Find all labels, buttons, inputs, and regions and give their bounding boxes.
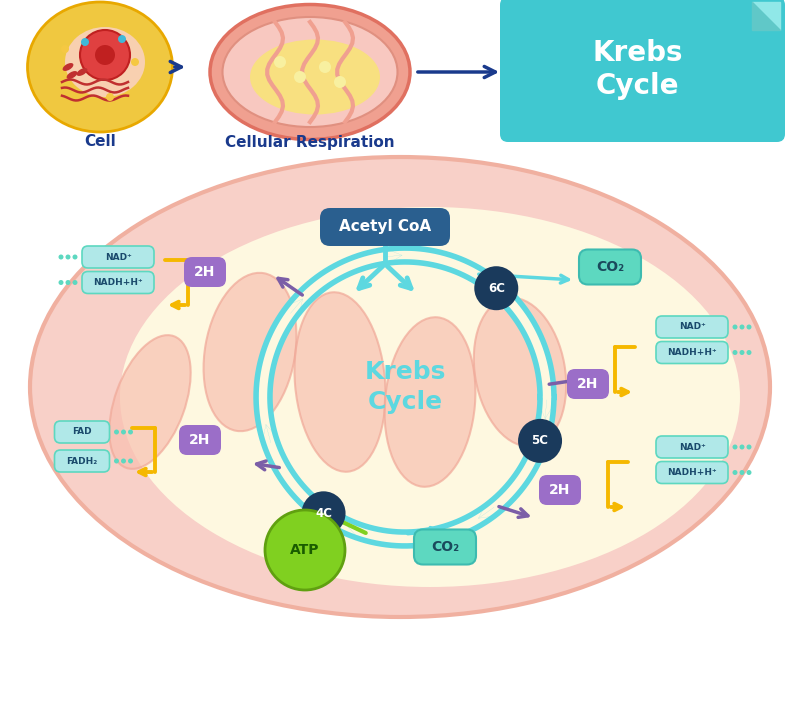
FancyBboxPatch shape [414,529,476,564]
FancyBboxPatch shape [54,421,110,443]
Circle shape [746,444,751,449]
Ellipse shape [120,207,740,587]
FancyBboxPatch shape [567,369,609,399]
Circle shape [106,93,114,101]
FancyBboxPatch shape [82,246,154,268]
Ellipse shape [203,273,297,431]
Text: Cell: Cell [84,135,116,150]
Circle shape [66,280,70,285]
Text: 2H: 2H [190,433,210,447]
FancyBboxPatch shape [539,475,581,505]
Circle shape [66,255,70,260]
Text: Krebs
Cycle: Krebs Cycle [364,360,446,414]
Circle shape [58,255,63,260]
Text: NAD⁺: NAD⁺ [678,442,706,451]
Ellipse shape [210,4,410,140]
Text: 6C: 6C [488,282,505,295]
Circle shape [319,61,331,73]
Text: NADH+H⁺: NADH+H⁺ [667,468,717,477]
FancyBboxPatch shape [54,450,110,472]
Ellipse shape [474,298,566,446]
Ellipse shape [27,2,173,132]
Circle shape [265,510,345,590]
FancyBboxPatch shape [656,341,728,364]
Circle shape [274,56,286,68]
Circle shape [121,458,126,463]
Text: NADH+H⁺: NADH+H⁺ [93,278,143,287]
Circle shape [81,38,89,46]
Ellipse shape [77,68,87,76]
Circle shape [733,444,738,449]
Circle shape [302,491,346,536]
Text: Acetyl CoA: Acetyl CoA [339,220,431,234]
Circle shape [121,430,126,435]
Text: NAD⁺: NAD⁺ [105,253,131,262]
FancyBboxPatch shape [179,425,221,455]
Circle shape [739,324,745,329]
FancyBboxPatch shape [656,461,728,484]
Circle shape [131,58,139,66]
Ellipse shape [250,39,380,114]
Text: CO₂: CO₂ [596,260,624,274]
Ellipse shape [62,63,74,71]
Ellipse shape [30,157,770,617]
Circle shape [73,280,78,285]
Text: ATP: ATP [290,543,320,557]
Circle shape [518,419,562,463]
Text: 2H: 2H [194,265,216,279]
Text: FAD: FAD [72,428,92,437]
Circle shape [114,430,119,435]
Circle shape [733,324,738,329]
Ellipse shape [385,317,475,486]
Text: NADH+H⁺: NADH+H⁺ [667,348,717,357]
Circle shape [733,470,738,475]
Polygon shape [752,2,780,30]
Polygon shape [752,2,780,30]
FancyBboxPatch shape [656,436,728,458]
FancyBboxPatch shape [579,249,641,284]
Circle shape [739,350,745,355]
Ellipse shape [66,71,78,79]
Ellipse shape [65,27,145,97]
Circle shape [61,45,69,53]
Circle shape [474,266,518,310]
FancyBboxPatch shape [500,0,785,142]
FancyBboxPatch shape [656,316,728,338]
Circle shape [334,76,346,88]
Circle shape [746,470,751,475]
Text: 2H: 2H [578,377,598,391]
Circle shape [733,350,738,355]
Circle shape [80,30,130,80]
Circle shape [746,350,751,355]
Circle shape [294,71,306,83]
Text: NAD⁺: NAD⁺ [678,322,706,331]
Circle shape [128,458,133,463]
Circle shape [73,255,78,260]
Ellipse shape [294,292,386,472]
Ellipse shape [110,335,190,469]
Circle shape [739,444,745,449]
Text: CO₂: CO₂ [431,540,459,554]
Circle shape [58,280,63,285]
Circle shape [95,45,115,65]
Circle shape [128,430,133,435]
Text: 5C: 5C [531,435,549,447]
Circle shape [118,35,126,43]
FancyBboxPatch shape [184,257,226,287]
FancyBboxPatch shape [82,272,154,293]
Circle shape [114,458,119,463]
FancyBboxPatch shape [320,208,450,246]
Text: 4C: 4C [315,507,332,519]
Text: Krebs
Cycle: Krebs Cycle [592,39,682,100]
Text: FADH₂: FADH₂ [66,456,98,465]
Text: Cellular Respiration: Cellular Respiration [225,135,395,150]
Circle shape [739,470,745,475]
Circle shape [746,324,751,329]
Ellipse shape [222,17,398,127]
Text: 2H: 2H [550,483,570,497]
